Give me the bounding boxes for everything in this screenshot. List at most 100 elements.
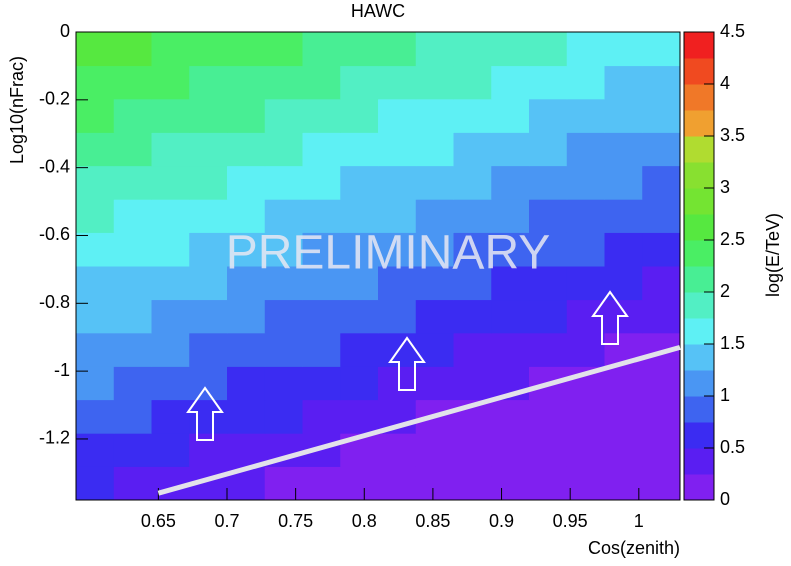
colorbar-band (684, 84, 714, 111)
chart-title: HAWC (351, 1, 405, 21)
cell (189, 32, 228, 67)
cell (491, 65, 530, 100)
cell (76, 466, 115, 501)
cell (76, 98, 115, 133)
cell (113, 98, 152, 133)
cell (491, 132, 530, 167)
cell (227, 132, 266, 167)
cell (340, 399, 379, 434)
cell (453, 466, 492, 501)
cell (76, 433, 115, 467)
cell (604, 98, 643, 133)
colorbar-band (684, 240, 714, 267)
cell (113, 165, 152, 200)
y-tick-label: -1 (54, 360, 70, 380)
colorbar-band (684, 32, 714, 59)
cell (529, 65, 568, 100)
cell (566, 399, 605, 434)
cell (113, 199, 152, 233)
cell (189, 232, 228, 267)
cell (529, 132, 568, 167)
cell (302, 232, 341, 267)
cell (529, 433, 568, 467)
cut-line (157, 344, 681, 496)
cell (151, 266, 190, 301)
y-tick-label: -0.2 (39, 89, 70, 109)
cell (189, 399, 228, 434)
colorbar-band (684, 448, 714, 475)
y-tick-label: -0.6 (39, 224, 70, 244)
cell (453, 199, 492, 233)
cell (264, 266, 303, 301)
cell (76, 65, 115, 100)
cell (378, 165, 417, 200)
cell (415, 98, 454, 133)
cell (340, 32, 379, 67)
arrow (388, 336, 426, 391)
colorbar-band (684, 474, 714, 501)
cell (415, 299, 454, 334)
cell (76, 132, 115, 167)
cell (302, 65, 341, 100)
cell (264, 132, 303, 167)
cell (113, 366, 152, 401)
cell (453, 98, 492, 133)
cell (340, 98, 379, 133)
cell (642, 199, 681, 233)
colorbar-band (684, 188, 714, 215)
cell (529, 399, 568, 434)
cell (642, 165, 681, 200)
cell (189, 98, 228, 133)
cell (415, 433, 454, 467)
cell (415, 132, 454, 167)
colorbar-band (684, 136, 714, 163)
y-axis-label: Log10(nFrac) (7, 56, 27, 164)
cell (566, 65, 605, 100)
colorbar: 0 0.5 1 1.5 2 2.5 3 3.5 4 4.5 (683, 21, 745, 509)
cell (378, 366, 417, 401)
cell (151, 32, 190, 67)
colorbar-band (684, 162, 714, 189)
cell (113, 399, 152, 434)
cell (227, 366, 266, 401)
colorbar-band (684, 110, 714, 137)
z-tick-label: 3.5 (720, 125, 745, 145)
cell (227, 399, 266, 434)
cell (529, 98, 568, 133)
z-tick-label: 2 (720, 281, 730, 301)
cell (415, 366, 454, 401)
cell (302, 332, 341, 367)
cell (113, 433, 152, 467)
cell (415, 466, 454, 501)
cell (378, 266, 417, 301)
cell (340, 165, 379, 200)
cell (566, 98, 605, 133)
cell (340, 299, 379, 334)
cell (378, 466, 417, 501)
cell (151, 199, 190, 233)
cell (151, 366, 190, 401)
cell (491, 232, 530, 267)
arrow (591, 290, 629, 345)
cell (604, 32, 643, 67)
cell (113, 266, 152, 301)
cell (453, 65, 492, 100)
cell (264, 466, 303, 501)
cell (264, 32, 303, 67)
cell (642, 466, 681, 501)
cell (604, 165, 643, 200)
colorbar-band (684, 318, 714, 345)
colorbar-band (684, 396, 714, 423)
cell (604, 132, 643, 167)
cell (302, 466, 341, 501)
cell (340, 466, 379, 501)
cell (189, 332, 228, 367)
cell (264, 98, 303, 133)
cell (302, 266, 341, 301)
cell (378, 32, 417, 67)
x-tick-label: 1 (634, 511, 644, 531)
cell (151, 299, 190, 334)
cell (566, 466, 605, 501)
cell (604, 199, 643, 233)
cell (642, 98, 681, 133)
